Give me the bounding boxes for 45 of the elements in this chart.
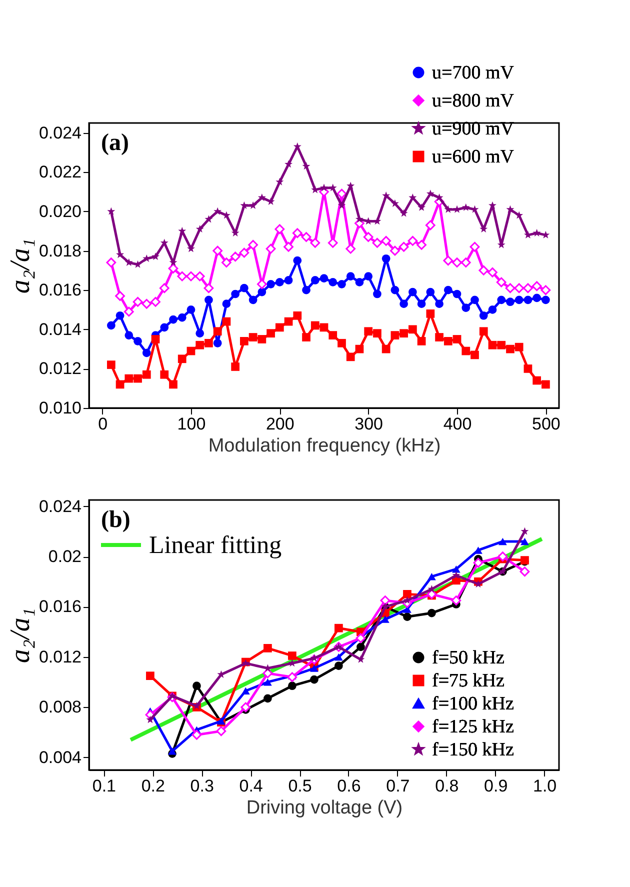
x-tick-label: 0.7 bbox=[386, 776, 410, 796]
y-tick-label: 0.018 bbox=[38, 241, 82, 260]
x-tick-label: 100 bbox=[177, 414, 206, 434]
y-tick-label: 0.02 bbox=[48, 547, 82, 566]
y-tick-label: 0.010 bbox=[38, 398, 82, 418]
y-tick-label: 0.014 bbox=[38, 320, 82, 339]
x-tick-label: 0.1 bbox=[92, 776, 116, 796]
y-tick-label: 0.024 bbox=[38, 496, 82, 516]
legend-label: f=125 kHz bbox=[432, 716, 514, 738]
legend-label: u=700 mV bbox=[432, 62, 514, 84]
x-tick-label: 0.4 bbox=[239, 776, 263, 796]
legend-label: f=50 kHz bbox=[432, 648, 504, 668]
y-tick-label: 0.012 bbox=[38, 647, 82, 666]
x-tick-label: 0.8 bbox=[435, 776, 459, 796]
y-axis-title: a₂/a₁ bbox=[4, 238, 36, 294]
x-tick-label: 0.2 bbox=[141, 776, 165, 796]
x-tick-label: 1.0 bbox=[532, 776, 557, 796]
y-tick-label: 0.022 bbox=[38, 162, 82, 182]
x-tick-label: 300 bbox=[354, 414, 384, 434]
legend-label: f=150 kHz bbox=[432, 740, 514, 760]
y-tick-label: 0.008 bbox=[38, 698, 82, 717]
legend-label: f=75 kHz bbox=[432, 670, 504, 692]
annotation: (a) bbox=[101, 130, 129, 156]
annotation: (b) bbox=[101, 507, 130, 533]
x-tick-label: 0.9 bbox=[484, 776, 508, 796]
y-tick-label: 0.024 bbox=[38, 123, 82, 142]
x-tick-label: 500 bbox=[532, 414, 560, 434]
x-tick-label: 200 bbox=[266, 414, 294, 434]
y-tick-label: 0.016 bbox=[38, 597, 82, 616]
x-axis-title: Driving voltage (V) bbox=[246, 798, 403, 818]
y-tick-label: 0.020 bbox=[38, 202, 82, 221]
legend-label: f=100 kHz bbox=[432, 694, 514, 714]
x-tick-label: 0.6 bbox=[337, 776, 361, 796]
legend-label: u=600 mV bbox=[432, 146, 514, 168]
y-tick-label: 0.012 bbox=[38, 359, 82, 378]
x-tick-label: 400 bbox=[443, 414, 472, 434]
y-axis-title: a₂/a₁ bbox=[4, 608, 36, 664]
x-tick-label: 0.5 bbox=[288, 776, 312, 796]
x-axis-title: Modulation frequency (kHz) bbox=[208, 436, 441, 456]
legend-label: u=800 mV bbox=[432, 90, 514, 112]
y-tick-label: 0.016 bbox=[38, 280, 82, 300]
legend-label: Linear fitting bbox=[149, 532, 282, 559]
y-tick-label: 0.004 bbox=[38, 748, 82, 767]
x-tick-label: 0 bbox=[98, 414, 108, 434]
x-tick-label: 0.3 bbox=[190, 776, 214, 796]
